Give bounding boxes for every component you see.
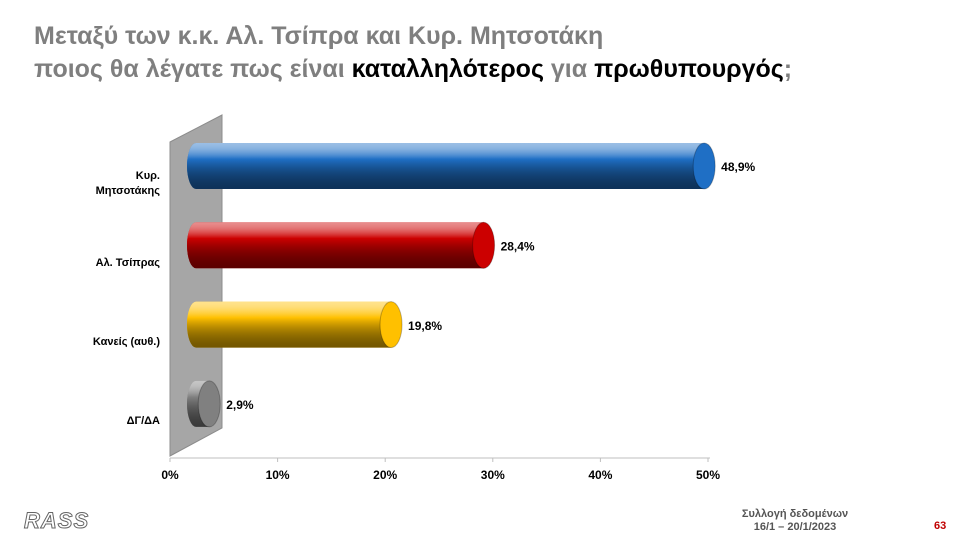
x-tick-label: 40% [588, 468, 612, 482]
x-tick-label: 30% [481, 468, 505, 482]
category-label: Αλ. Τσίπρας [95, 256, 160, 269]
bar-group [187, 301, 403, 349]
bar-cap [197, 380, 221, 428]
title: Μεταξύ των κ.κ. Αλ. Τσίπρα και Κυρ. Μητσ… [34, 20, 792, 86]
page-number: 63 [934, 520, 947, 532]
category-label: ΔΓ/ΔΑ [126, 415, 160, 428]
bar-group [187, 142, 716, 190]
x-tick-label: 50% [696, 468, 720, 482]
logo: RASS [23, 508, 90, 534]
bar-group [187, 221, 496, 269]
bar-shade [187, 301, 401, 348]
source-line: Συλλογή δεδομένων [741, 508, 849, 520]
bar-shade [187, 143, 714, 189]
value-label: 48,9% [721, 160, 755, 174]
value-label: 28,4% [501, 239, 535, 253]
title-part: για [543, 55, 595, 83]
x-tick-label: 10% [266, 468, 290, 482]
value-label: 19,8% [408, 319, 442, 333]
title-part: καταλληλότερος [351, 55, 544, 83]
title-part: ; [783, 55, 793, 83]
source: Συλλογή δεδομένων 16/1 – 20/1/2023 [740, 508, 850, 534]
bar-group [187, 380, 221, 428]
title-line: ποιος θα λέγατε πως είναι καταλληλότερος… [34, 53, 792, 86]
category-label: Κυρ. Μητσοτάκης [95, 170, 160, 197]
bar-cap [472, 221, 496, 269]
bar-shade [187, 222, 493, 269]
title-part: πρωθυπουργός [594, 55, 784, 83]
x-tick-label: 20% [373, 468, 397, 482]
back-wall [169, 114, 223, 457]
title-line: Μεταξύ των κ.κ. Αλ. Τσίπρα και Κυρ. Μητσ… [34, 22, 604, 50]
x-tick-label: 0% [161, 468, 179, 482]
source-line: 16/1 – 20/1/2023 [753, 521, 837, 533]
title-part: ποιος θα λέγατε πως είναι [34, 55, 352, 83]
bar-cap [379, 301, 403, 349]
value-label: 2,9% [226, 398, 254, 412]
category-label: Κανείς (αυθ.) [92, 336, 160, 349]
bar-cap [692, 142, 716, 190]
